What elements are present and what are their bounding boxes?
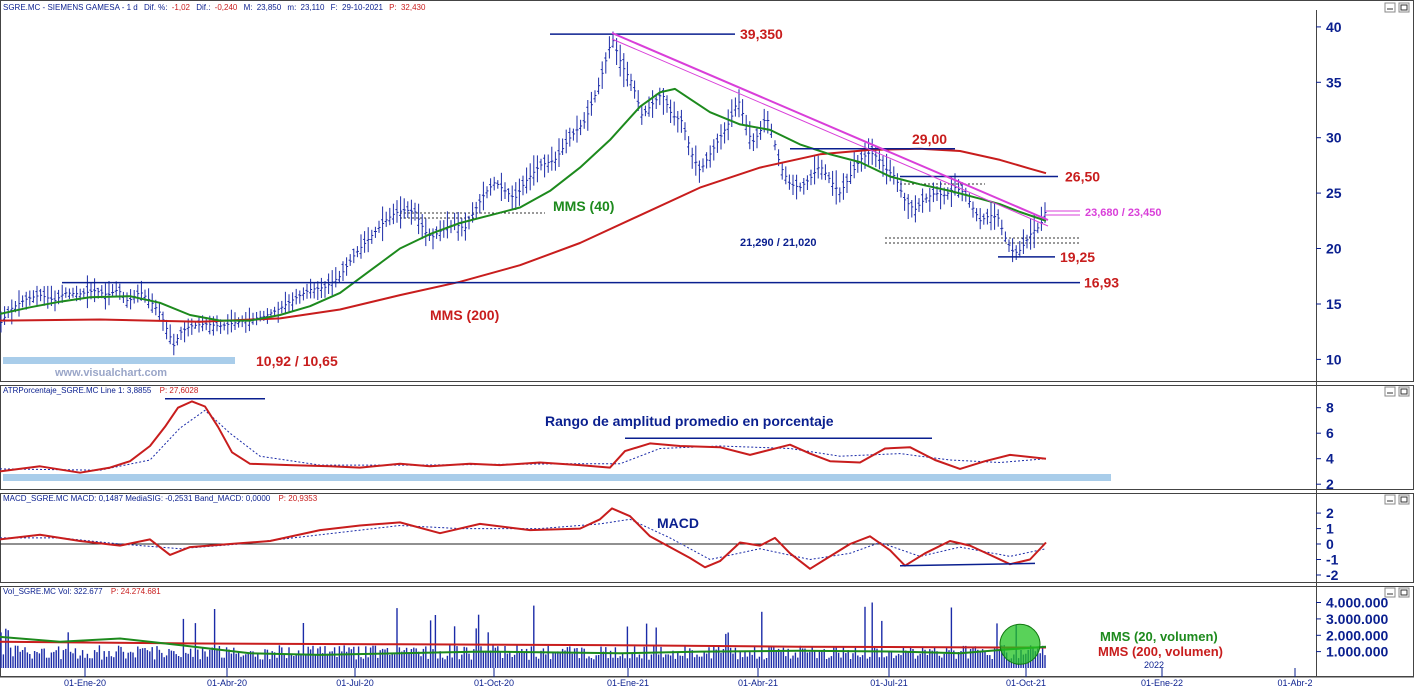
price-axis-label: 20 xyxy=(1326,241,1342,257)
header-low-label: m: xyxy=(287,3,296,12)
x-axis-label: 01-Abr-20 xyxy=(207,678,247,688)
atr-base-band xyxy=(3,474,1111,481)
vol-axis-label: 1.000.000 xyxy=(1326,644,1388,660)
minimize-icon[interactable] xyxy=(1384,386,1396,397)
support-mid-label: 21,290 / 21,020 xyxy=(740,237,816,249)
volume-highlight xyxy=(999,623,1041,665)
level-label: 16,93 xyxy=(1084,275,1119,291)
atr-title: Rango de amplitud promedio en porcentaje xyxy=(545,413,834,429)
vol-axis-label: 2.000.000 xyxy=(1326,627,1388,643)
macd-level-line xyxy=(899,562,1036,567)
x-axis-label: 01-Jul-21 xyxy=(870,678,908,688)
header-p: 32,430 xyxy=(401,3,426,12)
header-high: 23,850 xyxy=(257,3,282,12)
vol-axis-label: 4.000.000 xyxy=(1326,595,1388,611)
price-header: SGRE.MC - SIEMENS GAMESA - 1 d Dif. %: -… xyxy=(3,3,426,12)
level-label: 39,350 xyxy=(740,26,783,42)
level-label: 19,25 xyxy=(1060,249,1095,265)
macd-axis-label: 2 xyxy=(1326,505,1334,521)
price-panel-controls[interactable] xyxy=(1384,2,1410,13)
x-axis-label: 01-Oct-21 xyxy=(1006,678,1046,688)
x-axis-label: 01-Oct-20 xyxy=(474,678,514,688)
x-axis-label: 01-Abr-21 xyxy=(738,678,778,688)
price-axis-label: 10 xyxy=(1326,351,1342,367)
header-dif-pct: -1,02 xyxy=(172,3,191,12)
price-axis-label: 15 xyxy=(1326,296,1342,312)
macd-line xyxy=(0,507,1047,570)
atr-panel-controls[interactable] xyxy=(1384,386,1410,397)
header-date-label: F: xyxy=(331,3,338,12)
header-date: 29-10-2021 xyxy=(342,3,383,12)
price-axis-label: 40 xyxy=(1326,19,1342,35)
vol-legend-mms200: MMS (200, volumen) xyxy=(1098,644,1223,659)
parallel-trendline xyxy=(611,38,1049,227)
header-dif-label: Dif.: xyxy=(196,3,210,12)
support-low-label: 10,92 / 10,65 xyxy=(256,353,338,369)
header-dif-pct-label: Dif. %: xyxy=(144,3,168,12)
level-label: 26,50 xyxy=(1065,169,1100,185)
maximize-icon[interactable] xyxy=(1398,386,1410,397)
volume-panel xyxy=(0,602,1047,668)
header-dif: -0,240 xyxy=(215,3,238,12)
atr-header: ATRPorcentaje_SGRE.MC Line 1: 3,8855 P: … xyxy=(3,386,199,395)
trendlines xyxy=(611,32,1080,227)
mms40-line xyxy=(0,87,1047,322)
header-low: 23,110 xyxy=(301,3,325,12)
vol-axis-label: 3.000.000 xyxy=(1326,611,1388,627)
atr-axis-label: 8 xyxy=(1326,400,1334,416)
vol-header-values: Vol_SGRE.MC Vol: 322.677 xyxy=(3,587,103,596)
maximize-icon[interactable] xyxy=(1398,2,1410,13)
header-main: SGRE.MC - SIEMENS GAMESA - 1 d xyxy=(3,3,138,12)
x-axis-label: 01-Ene-21 xyxy=(607,678,649,688)
vol-panel-controls[interactable] xyxy=(1384,587,1410,598)
macd-axis-label: -2 xyxy=(1326,567,1339,583)
header-p-label: P: xyxy=(389,3,397,12)
x-axis-label: 01-Jul-20 xyxy=(336,678,374,688)
macd-header-p: P: 20,9353 xyxy=(278,494,317,503)
atr-header-p: P: 27,6028 xyxy=(160,386,199,395)
minimize-icon[interactable] xyxy=(1384,2,1396,13)
price-axis-label: 25 xyxy=(1326,185,1342,201)
vol-header: Vol_SGRE.MC Vol: 322.677 P: 24.274.681 xyxy=(3,587,161,596)
price-axis-label: 30 xyxy=(1326,130,1342,146)
mms200-line xyxy=(0,147,1047,323)
macd-header: MACD_SGRE.MC MACD: 0,1487 MediaSIG: -0,2… xyxy=(3,494,318,503)
atr-header-values: ATRPorcentaje_SGRE.MC Line 1: 3,8855 xyxy=(3,386,152,395)
macd-header-values: MACD_SGRE.MC MACD: 0,1487 MediaSIG: -0,2… xyxy=(3,494,271,503)
macd-axis-label: 0 xyxy=(1326,536,1334,552)
header-high-label: M: xyxy=(244,3,253,12)
minimize-icon[interactable] xyxy=(1384,587,1396,598)
x-axis-label: 01-Ene-22 xyxy=(1141,678,1183,688)
watermark: www.visualchart.com xyxy=(54,367,167,379)
level-label: 29,00 xyxy=(912,131,947,147)
macd-axis-label: -1 xyxy=(1326,552,1339,568)
mms40-label: MMS (40) xyxy=(553,198,614,214)
macd-axis-label: 1 xyxy=(1326,521,1334,537)
resistance-label: 23,680 / 23,450 xyxy=(1085,207,1161,219)
macd-title: MACD xyxy=(657,515,699,531)
maximize-icon[interactable] xyxy=(1398,587,1410,598)
minimize-icon[interactable] xyxy=(1384,494,1396,505)
mms200-label: MMS (200) xyxy=(430,307,499,323)
x-axis-label: 01-Ene-20 xyxy=(64,678,106,688)
atr-panel xyxy=(0,398,1047,474)
atr-axis-label: 6 xyxy=(1326,425,1334,441)
vol-legend-mms20: MMS (20, volumen) xyxy=(1100,629,1218,644)
price-panel: 39,350 29,00 26,50 19,25 16,93 xyxy=(0,26,1119,356)
support-band xyxy=(3,357,235,364)
atr-line xyxy=(0,400,1047,474)
year-label: 2022 xyxy=(1144,660,1164,670)
vol-mms20-line xyxy=(0,635,1047,656)
x-axis-label: 01-Abr-2 xyxy=(1277,678,1312,688)
macd-panel-controls[interactable] xyxy=(1384,494,1410,505)
price-axis-label: 35 xyxy=(1326,74,1342,90)
maximize-icon[interactable] xyxy=(1398,494,1410,505)
axes: 101520253035402468210-1-21.000.0002.000.… xyxy=(0,19,1414,688)
macd-panel xyxy=(0,507,1047,570)
atr-axis-label: 2 xyxy=(1326,476,1334,492)
vol-header-p: P: 24.274.681 xyxy=(111,587,161,596)
atr-axis-label: 4 xyxy=(1326,451,1334,467)
main-trendline xyxy=(611,32,1049,221)
